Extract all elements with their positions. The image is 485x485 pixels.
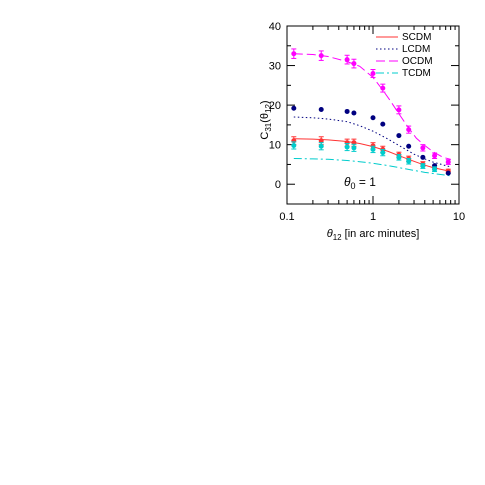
data-point-ocdm [291, 51, 297, 57]
data-point-tcdm [432, 166, 438, 172]
data-point-lcdm [351, 110, 357, 116]
x-tick-label: 1 [370, 211, 376, 223]
data-point-lcdm [344, 108, 350, 114]
y-tick-label: 20 [269, 100, 281, 112]
legend-label-lcdm: LCDM [402, 44, 430, 55]
annotation: θ0 = 1 [344, 175, 376, 191]
data-point-tcdm [420, 163, 426, 169]
axis-ticks [286, 25, 460, 205]
tick-labels: 0.1 1 10 0 10 20 30 40 [269, 21, 465, 223]
data-point-ocdm [380, 85, 386, 91]
series-line-tcdm [293, 158, 451, 177]
y-axis-label: C31(θ12) [259, 100, 273, 139]
x-axis-label: θ12 [in arc minutes] [327, 228, 420, 242]
series-points [291, 48, 451, 176]
x-tick-label: 0.1 [279, 211, 294, 223]
data-point-ocdm [420, 145, 426, 151]
data-point-tcdm [291, 142, 297, 148]
data-point-lcdm [291, 105, 297, 111]
x-tick-label: 10 [453, 211, 465, 223]
data-point-tcdm [370, 146, 376, 152]
data-point-ocdm [406, 127, 412, 133]
data-point-tcdm [406, 158, 412, 164]
data-point-lcdm [380, 121, 386, 127]
data-point-lcdm [406, 143, 412, 149]
y-tick-label: 30 [269, 61, 281, 73]
data-point-tcdm [396, 154, 402, 160]
data-point-ocdm [396, 107, 402, 113]
data-point-ocdm [445, 159, 451, 165]
data-point-scdm [318, 138, 324, 144]
data-point-lcdm [318, 106, 324, 112]
y-tick-label: 0 [275, 179, 281, 191]
data-point-tcdm [318, 143, 324, 149]
data-point-ocdm [318, 53, 324, 59]
y-tick-label: 40 [269, 21, 281, 33]
series-line-lcdm [293, 116, 451, 168]
y-tick-label: 10 [269, 140, 281, 152]
data-point-ocdm [370, 70, 376, 76]
data-point-ocdm [351, 61, 357, 67]
data-point-lcdm [370, 115, 376, 121]
data-point-lcdm [445, 170, 451, 176]
series-line-ocdm [293, 53, 451, 160]
legend-label-tcdm: TCDM [402, 68, 431, 79]
legend-label-ocdm: OCDM [402, 56, 433, 67]
legend-label-scdm: SCDM [402, 32, 431, 43]
data-point-tcdm [351, 145, 357, 151]
data-point-lcdm [396, 133, 402, 139]
data-point-ocdm [344, 57, 350, 63]
data-point-ocdm [432, 153, 438, 159]
data-point-tcdm [344, 144, 350, 150]
data-point-lcdm [420, 154, 426, 160]
data-point-tcdm [380, 150, 386, 156]
